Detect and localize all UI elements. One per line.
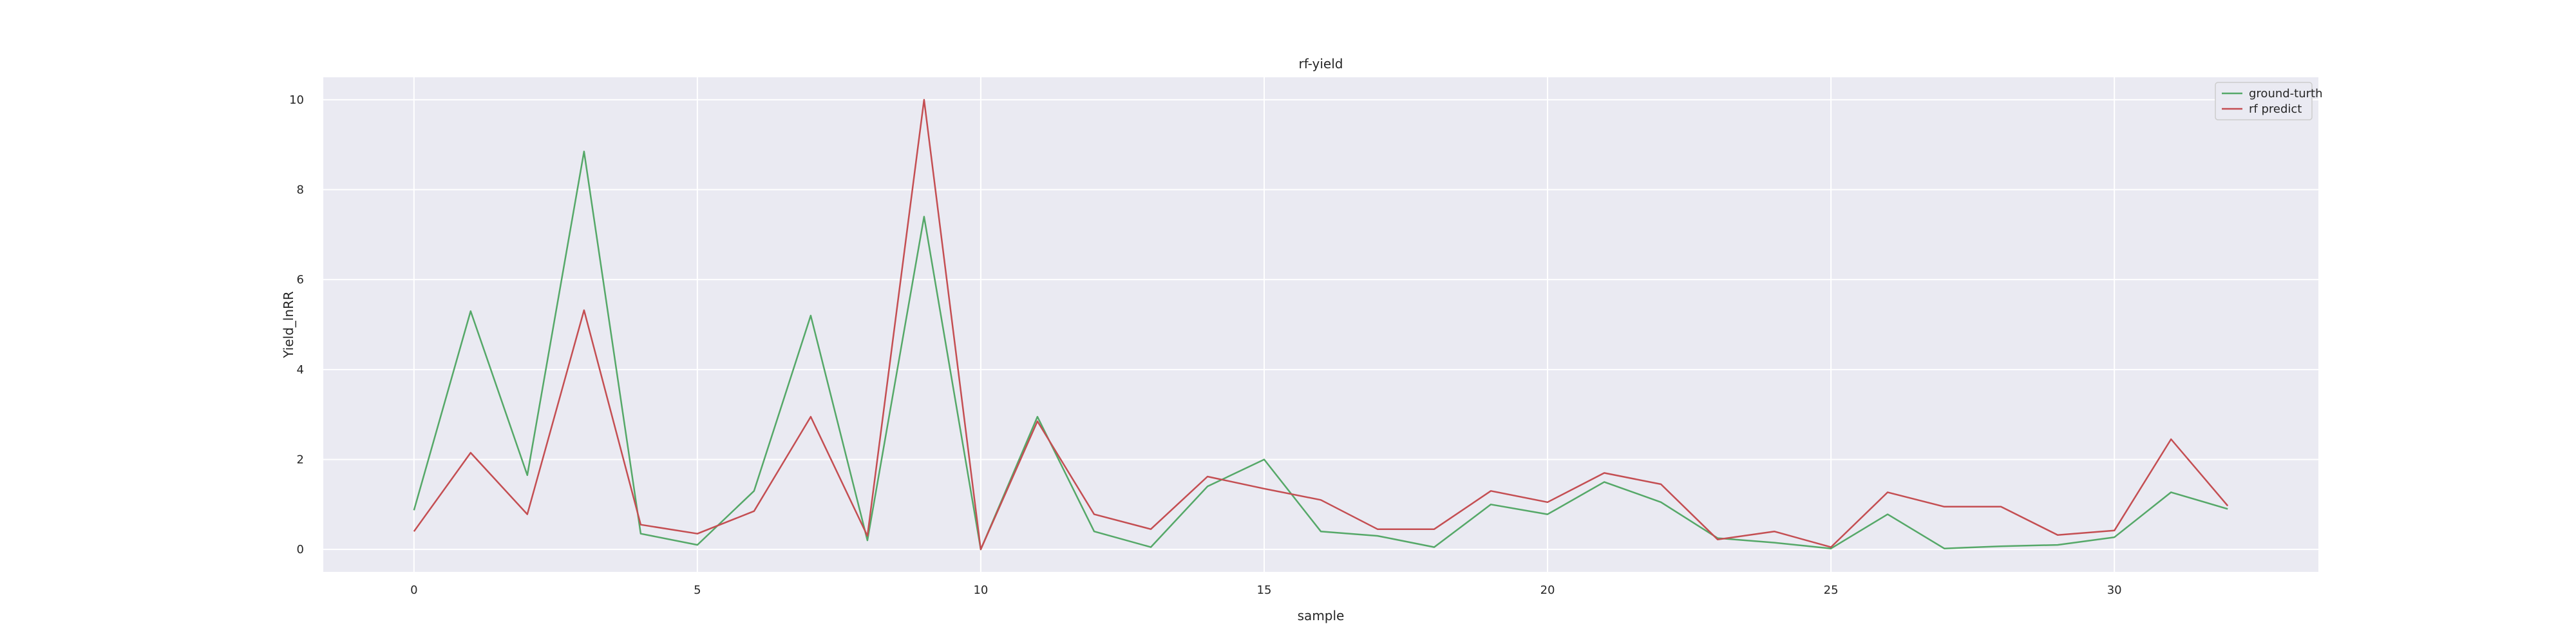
x-tick-label: 25 (1824, 583, 1839, 597)
x-tick-label: 20 (1540, 583, 1555, 597)
x-axis-label: sample (1298, 608, 1345, 623)
chart-title: rf-yield (1299, 56, 1343, 71)
y-tick-label: 4 (297, 363, 304, 377)
ticks: 0 5 10 15 20 25 30 0 2 4 6 8 10 (289, 93, 2122, 597)
x-tick-label: 15 (1257, 583, 1272, 597)
plot-area (323, 77, 2318, 572)
x-tick-label: 10 (973, 583, 988, 597)
y-tick-label: 6 (297, 273, 304, 287)
x-tick-label: 30 (2107, 583, 2122, 597)
legend-box (2215, 82, 2313, 120)
series-line-rf-predict (413, 99, 2229, 551)
legend-label: rf predict (2249, 102, 2302, 116)
y-tick-label: 2 (297, 453, 304, 466)
y-tick-label: 8 (297, 184, 304, 197)
grid (323, 77, 2318, 572)
series-layer (413, 99, 2229, 551)
y-tick-label: 0 (297, 543, 304, 556)
legend: ground-turth rf predict (2215, 82, 2323, 120)
legend-label: ground-turth (2249, 87, 2323, 100)
y-axis-label: Yield_lnRR (281, 291, 296, 359)
x-tick-label: 5 (694, 583, 701, 597)
x-tick-label: 0 (410, 583, 417, 597)
y-tick-label: 10 (289, 93, 304, 107)
